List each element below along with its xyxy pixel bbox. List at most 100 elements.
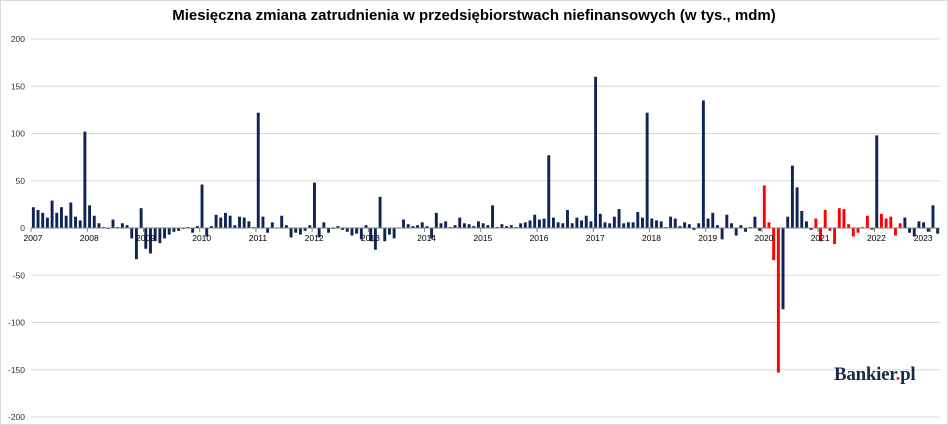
- x-tick-label: 2022: [867, 233, 886, 243]
- bar: [270, 222, 274, 228]
- x-tick-label: 2021: [811, 233, 830, 243]
- bar: [805, 221, 808, 228]
- bar: [303, 228, 307, 231]
- bar: [509, 225, 513, 228]
- bar: [500, 224, 504, 228]
- x-tick-label: 2018: [642, 233, 661, 243]
- bar: [233, 225, 237, 228]
- bar: [209, 226, 213, 228]
- bar: [781, 228, 785, 310]
- bars: [31, 76, 940, 373]
- bar: [903, 217, 907, 228]
- bar: [462, 223, 466, 228]
- bar: [60, 207, 63, 228]
- bar: [598, 213, 602, 228]
- bar: [55, 212, 59, 228]
- bar: [556, 222, 560, 228]
- bar: [936, 228, 940, 234]
- bar: [345, 228, 349, 232]
- bar: [842, 209, 846, 228]
- bar: [214, 214, 218, 228]
- bar: [359, 228, 363, 240]
- bar: [195, 226, 199, 228]
- bar: [575, 217, 579, 228]
- brand-name: Bankier: [834, 364, 896, 385]
- bar: [725, 214, 729, 228]
- bar: [715, 225, 719, 228]
- bar: [83, 131, 87, 228]
- bar: [608, 223, 612, 228]
- bar: [912, 228, 916, 237]
- bar: [678, 226, 682, 228]
- bar: [416, 225, 420, 228]
- bar: [870, 228, 874, 230]
- bar: [645, 112, 649, 228]
- bar: [41, 212, 45, 228]
- bar: [167, 228, 171, 235]
- y-tick-label: -150: [8, 365, 25, 375]
- bar: [762, 185, 766, 228]
- bankier-logo: Bankier.pl: [834, 364, 916, 386]
- bar: [298, 228, 302, 235]
- bar: [434, 212, 438, 228]
- bar: [673, 218, 677, 228]
- bar: [420, 222, 424, 228]
- bar: [177, 228, 181, 231]
- bar: [134, 228, 138, 260]
- bar: [387, 228, 391, 235]
- bar: [551, 217, 555, 228]
- bar: [444, 221, 448, 228]
- bar: [692, 228, 696, 230]
- bar: [200, 184, 204, 228]
- bar: [130, 228, 134, 239]
- bar: [631, 222, 635, 228]
- bar: [120, 223, 124, 228]
- x-tick-label: 2020: [754, 233, 773, 243]
- bar: [313, 182, 316, 228]
- bar: [580, 220, 584, 228]
- y-tick-label: -50: [13, 270, 26, 280]
- bar: [776, 228, 780, 373]
- bar: [289, 228, 293, 238]
- bar: [322, 222, 326, 228]
- bar: [69, 202, 73, 228]
- bar: [430, 228, 434, 239]
- bar: [790, 165, 794, 228]
- bar: [753, 216, 757, 228]
- bar: [78, 220, 82, 228]
- bar: [425, 226, 429, 228]
- bar: [453, 225, 457, 228]
- bar: [584, 215, 588, 228]
- x-tick-label: 2016: [530, 233, 549, 243]
- bar: [659, 221, 663, 228]
- bar: [219, 217, 223, 228]
- bar: [814, 218, 818, 228]
- bar: [458, 217, 462, 228]
- bar: [364, 225, 368, 228]
- bar: [706, 218, 710, 228]
- x-tick-label: 2023: [914, 233, 933, 243]
- bar: [669, 216, 673, 228]
- bar: [884, 218, 888, 228]
- bar: [931, 205, 935, 228]
- bar: [439, 223, 443, 228]
- bar: [795, 187, 799, 228]
- bar: [336, 226, 340, 228]
- bar: [865, 215, 869, 228]
- bar: [74, 216, 77, 228]
- bar: [847, 224, 851, 228]
- bar: [528, 220, 532, 228]
- bar: [505, 226, 509, 228]
- bar: [158, 228, 162, 244]
- x-tick-label: 2017: [586, 233, 605, 243]
- bar: [373, 228, 377, 250]
- bar: [205, 228, 209, 237]
- bar: [739, 225, 743, 228]
- y-axis-ticks: 200 150 100 50 0 -50 -100 -150 -200: [8, 34, 25, 422]
- bar: [809, 228, 813, 230]
- bar: [828, 228, 832, 231]
- bar: [467, 224, 471, 228]
- y-tick-label: 200: [11, 34, 25, 44]
